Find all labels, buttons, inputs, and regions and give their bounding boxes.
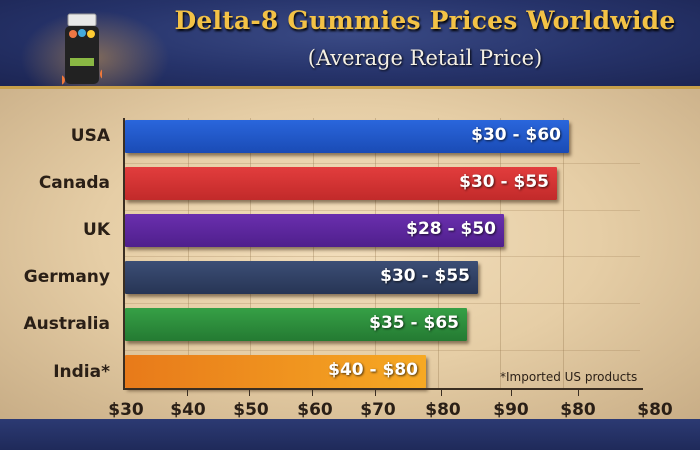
- footnote: *Imported US products: [500, 370, 638, 384]
- category-label: Germany: [23, 267, 110, 287]
- x-tick: [441, 388, 442, 396]
- gridline: [125, 303, 640, 304]
- gridline: [250, 118, 251, 388]
- plot-area: [125, 118, 640, 388]
- x-tick-label: $90: [493, 400, 529, 420]
- bar-value-label: $35 - $65: [369, 313, 459, 333]
- x-tick-label: $50: [233, 400, 269, 420]
- x-tick-label: $60: [297, 400, 333, 420]
- gummies-jar-icon: [62, 13, 102, 85]
- gridline: [125, 256, 640, 257]
- gridline: [125, 210, 640, 211]
- bar-germany: $30 - $55: [125, 261, 478, 294]
- footer-band: [0, 419, 700, 450]
- gridline: [125, 350, 640, 351]
- category-label: UK: [83, 220, 110, 240]
- gridline: [125, 163, 640, 164]
- bar-usa: $30 - $60: [125, 120, 569, 153]
- gridline: [438, 118, 439, 388]
- gridline: [313, 118, 314, 388]
- x-tick-label: $40: [170, 400, 206, 420]
- x-tick: [312, 388, 313, 396]
- x-tick-label: $80: [637, 400, 673, 420]
- bar-value-label: $30 - $55: [459, 172, 549, 192]
- bar-australia: $35 - $65: [125, 308, 467, 341]
- gridline: [500, 118, 501, 388]
- category-label: USA: [70, 126, 110, 146]
- x-tick: [578, 388, 579, 396]
- category-label: India*: [53, 362, 110, 382]
- bar-value-label: $30 - $55: [380, 266, 470, 286]
- y-axis: [123, 118, 125, 390]
- x-tick-label: $30: [108, 400, 144, 420]
- x-tick: [187, 388, 188, 396]
- x-tick: [375, 388, 376, 396]
- x-tick-label: $80: [425, 400, 461, 420]
- bar-value-label: $40 - $80: [328, 360, 418, 380]
- x-axis: [123, 388, 643, 390]
- bar-value-label: $30 - $60: [471, 125, 561, 145]
- gridline: [563, 118, 564, 388]
- chart-subtitle: (Average Retail Price): [307, 46, 543, 70]
- x-tick: [249, 388, 250, 396]
- bar-uk: $28 - $50: [125, 214, 504, 247]
- gridline: [188, 118, 189, 388]
- category-label: Australia: [23, 314, 111, 334]
- category-label: Canada: [38, 173, 110, 193]
- bar-india: $40 - $80: [125, 355, 426, 388]
- bar-canada: $30 - $55: [125, 167, 557, 200]
- x-tick-label: $70: [360, 400, 396, 420]
- title-banner: Delta-8 Gummies Prices Worldwide (Averag…: [0, 0, 700, 90]
- chart-title: Delta-8 Gummies Prices Worldwide: [174, 6, 676, 35]
- x-tick: [511, 388, 512, 396]
- bar-value-label: $28 - $50: [406, 219, 496, 239]
- x-tick-label: $80: [560, 400, 596, 420]
- gridline: [375, 118, 376, 388]
